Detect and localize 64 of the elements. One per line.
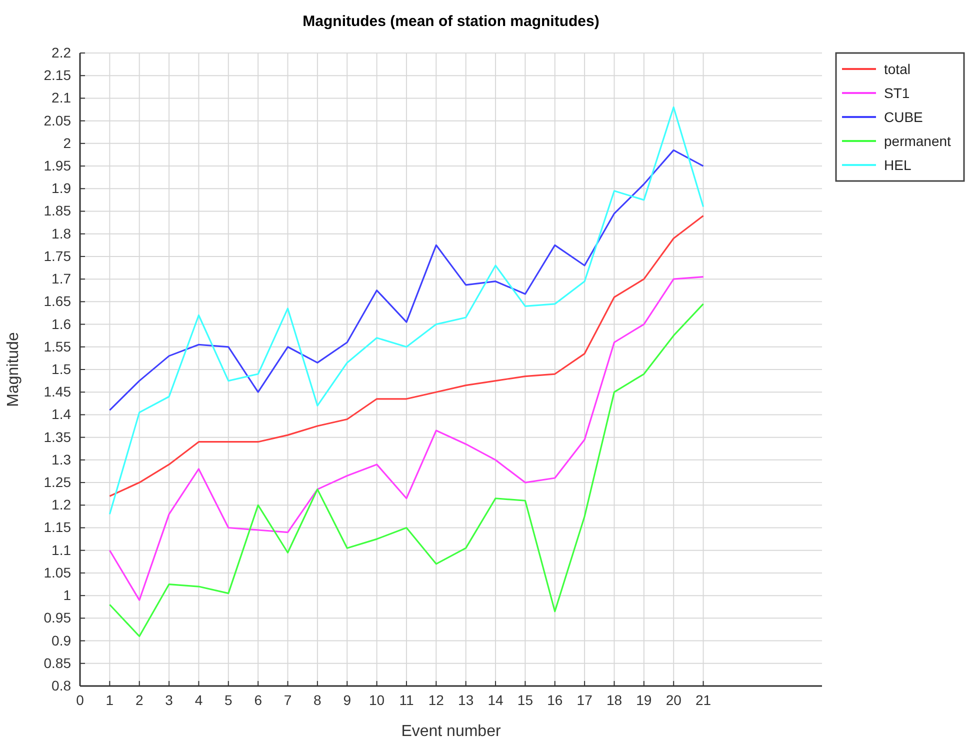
y-tick-label: 1: [63, 587, 72, 604]
x-tick-label: 8: [314, 692, 322, 708]
line-series: [108, 214, 704, 497]
y-tick-label: 1.85: [44, 202, 72, 219]
legend-label: ST1: [884, 85, 910, 101]
y-tick-label: 1.5: [52, 360, 72, 377]
x-tick-label: 19: [636, 692, 652, 708]
y-tick-label: 1.8: [52, 225, 72, 242]
x-tick-label: 3: [165, 692, 174, 708]
y-tick-label: 1.7: [52, 270, 72, 287]
y-tick-label: 1.3: [52, 451, 72, 468]
x-tick-label: 6: [254, 692, 262, 708]
x-tick-label: 16: [547, 692, 563, 708]
y-tick-label: 1.65: [44, 293, 72, 310]
line-series: [108, 276, 704, 601]
y-tick-label: 1.05: [44, 564, 72, 580]
y-tick-label: 0.9: [52, 632, 72, 648]
x-tick-label: 1: [106, 692, 114, 708]
legend-label: HEL: [884, 157, 912, 173]
x-tick-label: 12: [428, 692, 444, 708]
y-tick-label: 1.9: [52, 180, 72, 196]
y-tick-label: 1.55: [44, 338, 72, 354]
y-tick-label: 1.6: [52, 316, 72, 332]
x-tick-label: 14: [488, 692, 504, 708]
line-series: [108, 106, 704, 515]
x-tick-label: 10: [369, 692, 385, 708]
y-tick-label: 1.95: [44, 158, 72, 174]
y-tick-label: 1.75: [44, 248, 72, 264]
y-tick-label: 0.95: [44, 610, 72, 626]
y-tick-label: 2.1: [52, 90, 72, 106]
y-tick-label: 1.45: [44, 384, 72, 400]
x-tick-label: 11: [399, 692, 414, 708]
y-tick-label: 2.05: [44, 112, 72, 128]
y-axis-title: Magnitude: [5, 332, 22, 407]
y-tick-label: 2.15: [44, 67, 72, 84]
x-tick-label: 4: [194, 692, 203, 708]
x-tick-label: 7: [284, 692, 292, 708]
x-tick-label: 17: [576, 692, 593, 708]
x-tick-label: 5: [224, 692, 232, 708]
x-tick-label: 2: [135, 692, 144, 708]
y-tick-label: 1.2: [52, 496, 72, 513]
y-tick-label: 1.15: [44, 519, 72, 536]
y-tick-label: 1.25: [44, 474, 72, 490]
y-tick-label: 1.35: [44, 428, 72, 445]
x-tick-label: 20: [666, 692, 682, 708]
y-tick-label: 1.1: [52, 542, 72, 558]
legend-label: CUBE: [884, 109, 923, 125]
x-tick-label: 21: [695, 692, 712, 708]
x-tick-label: 0: [76, 692, 84, 708]
y-tick-label: 2.2: [52, 44, 72, 60]
x-axis-title: Event number: [401, 723, 502, 740]
line-series: [108, 149, 704, 411]
chart-title: Magnitudes (mean of station magnitudes): [302, 13, 600, 30]
x-tick-label: 15: [517, 692, 534, 708]
y-tick-label: 0.8: [52, 677, 72, 694]
x-tick-label: 13: [458, 692, 474, 708]
legend-label: permanent: [884, 133, 952, 149]
y-tick-label: 1.4: [52, 406, 72, 422]
y-tick-label: 2: [63, 134, 72, 151]
line-series: [108, 303, 704, 638]
y-tick-label: 0.85: [44, 654, 72, 671]
x-tick-label: 9: [343, 692, 352, 708]
legend-label: total: [884, 61, 910, 77]
x-tick-label: 18: [606, 692, 622, 708]
